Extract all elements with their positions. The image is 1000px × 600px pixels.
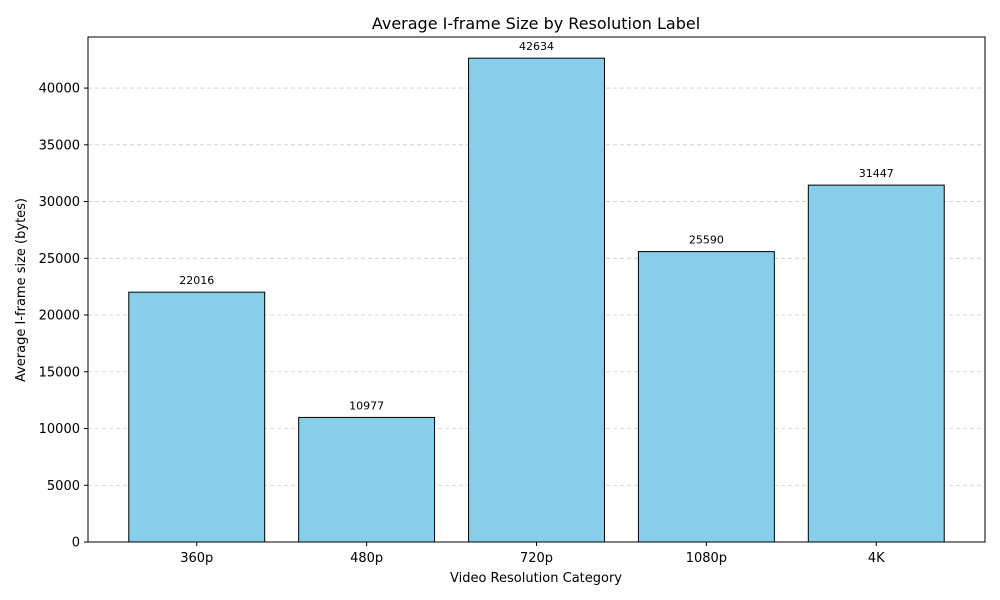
y-axis-label: Average I-frame size (bytes) xyxy=(14,198,29,382)
bar-1080p xyxy=(637,251,775,543)
y-tick-label: 35000 xyxy=(39,138,80,153)
y-tick-label: 15000 xyxy=(39,365,80,380)
y-tick-label: 40000 xyxy=(39,82,80,97)
bar-layer xyxy=(128,57,945,543)
y-tick-label: 0 xyxy=(72,536,80,551)
text-layer: Average I-frame Size by Resolution Label… xyxy=(14,14,894,586)
x-tick-label: 1080p xyxy=(686,551,727,566)
y-tick-label: 25000 xyxy=(39,252,80,267)
bar-data-label: 10977 xyxy=(349,399,384,412)
bar-360p xyxy=(128,291,266,543)
plot-frame xyxy=(87,36,986,543)
bar-data-label: 42634 xyxy=(519,40,554,53)
y-tick-label: 10000 xyxy=(39,422,80,437)
y-tick-label: 20000 xyxy=(39,309,80,324)
axis-layer xyxy=(84,36,986,546)
bar-480p xyxy=(298,416,436,543)
x-tick-label: 720p xyxy=(520,551,553,566)
x-tick-label: 360p xyxy=(180,551,213,566)
bar-4k xyxy=(807,184,945,543)
bar-data-label: 25590 xyxy=(689,234,724,247)
x-axis-label: Video Resolution Category xyxy=(450,571,622,586)
x-tick-label: 4K xyxy=(868,551,885,566)
chart-title: Average I-frame Size by Resolution Label xyxy=(372,14,700,33)
bar-data-label: 22016 xyxy=(179,274,214,287)
y-tick-label: 5000 xyxy=(47,479,80,494)
x-tick-label: 480p xyxy=(350,551,383,566)
bar-data-label: 31447 xyxy=(859,167,894,180)
bar-720p xyxy=(468,57,605,543)
y-tick-label: 30000 xyxy=(39,195,80,210)
